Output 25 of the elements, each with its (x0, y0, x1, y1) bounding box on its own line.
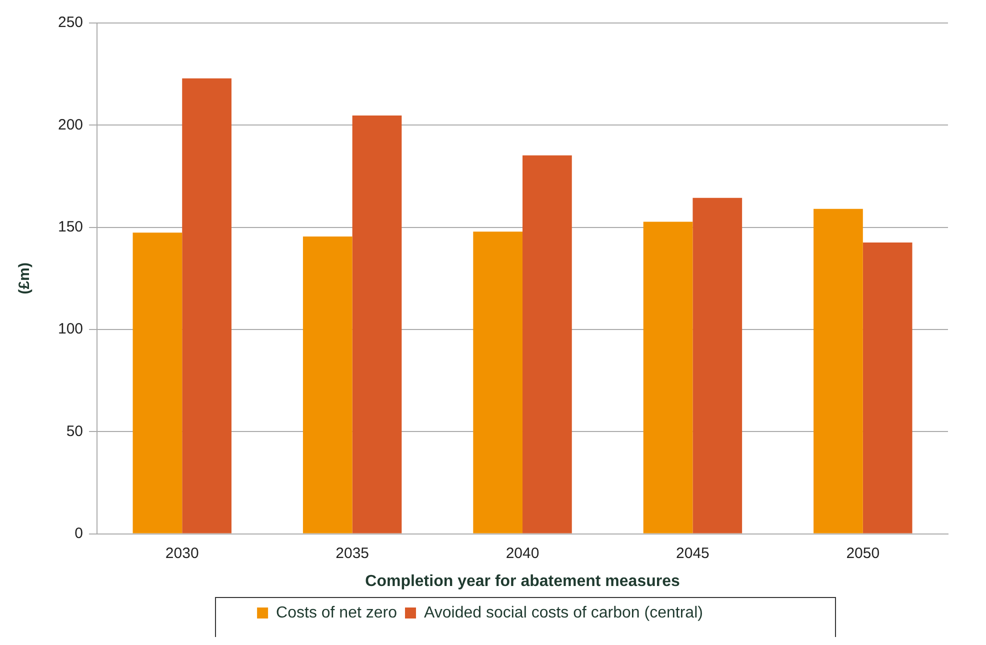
bar (643, 222, 693, 534)
legend-label: Costs of net zero (276, 604, 398, 622)
bar (522, 155, 572, 534)
bar (302, 236, 352, 534)
bar (473, 232, 523, 534)
bar (862, 242, 912, 534)
y-tick-label: 0 (74, 524, 84, 542)
x-tick-label: 2045 (676, 544, 710, 562)
bar (132, 232, 182, 534)
bar (352, 116, 402, 534)
bar (814, 208, 863, 534)
y-tick-label: 200 (58, 116, 84, 134)
x-tick-label: 2050 (846, 544, 880, 562)
bar (692, 198, 742, 534)
y-tick-label: 50 (66, 422, 84, 440)
y-tick-label: 250 (58, 14, 84, 32)
legend-label: Avoided social costs of carbon (central) (424, 604, 703, 622)
bar (182, 78, 232, 534)
x-tick-label: 2030 (165, 544, 199, 562)
x-tick-label: 2035 (336, 544, 370, 562)
y-tick-label: 100 (58, 320, 84, 338)
y-tick-label: 150 (58, 218, 84, 236)
x-tick-label: 2040 (506, 544, 540, 562)
y-axis-title: (£m) (16, 262, 34, 294)
x-axis-title: Completion year for abatement measures (365, 572, 680, 590)
